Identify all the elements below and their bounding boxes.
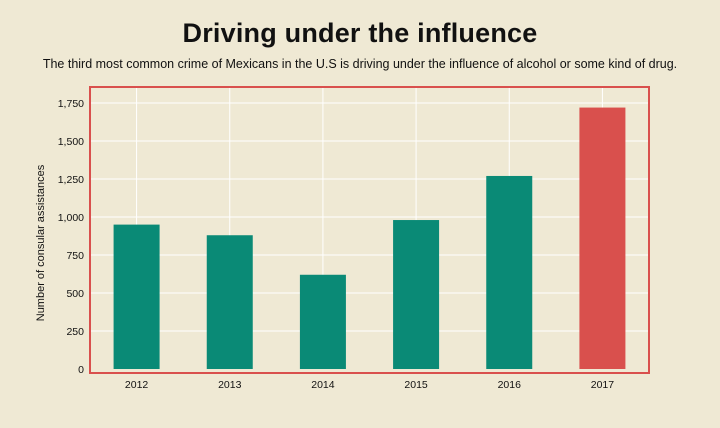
chart-subtitle: The third most common crime of Mexicans … [42, 57, 678, 71]
y-tick-label: 500 [66, 288, 84, 300]
x-tick-label: 2012 [125, 379, 149, 391]
y-tick-label: 250 [66, 326, 84, 338]
y-tick-label: 0 [78, 364, 84, 376]
bar-2013 [206, 235, 253, 369]
y-tick-label: 1,250 [58, 174, 84, 186]
bar-2012 [113, 224, 160, 369]
y-tick-labels: 0 250 500 750 1,000 1,250 1,500 1,750 [58, 98, 84, 376]
plot-frame [89, 86, 650, 374]
bar-2016 [486, 175, 533, 369]
bar-2014 [299, 274, 346, 369]
x-tick-label: 2017 [591, 379, 615, 391]
y-tick-label: 1,000 [58, 212, 84, 224]
x-tick-label: 2014 [311, 379, 335, 391]
y-tick-label: 1,500 [58, 136, 84, 148]
chart-title: Driving under the influence [182, 18, 538, 48]
y-tick-label: 1,750 [58, 98, 84, 110]
x-tick-labels: 2012 2013 2014 2015 2016 2017 [125, 379, 614, 391]
x-tick-label: 2016 [498, 379, 522, 391]
bar-2015 [393, 220, 440, 369]
x-tick-label: 2015 [404, 379, 428, 391]
y-tick-label: 750 [66, 250, 84, 262]
grid-lines [90, 88, 649, 369]
bar-2017 [579, 107, 626, 369]
bars [113, 107, 626, 369]
x-tick-label: 2013 [218, 379, 242, 391]
y-axis-title: Number of consular assistances [35, 164, 47, 321]
